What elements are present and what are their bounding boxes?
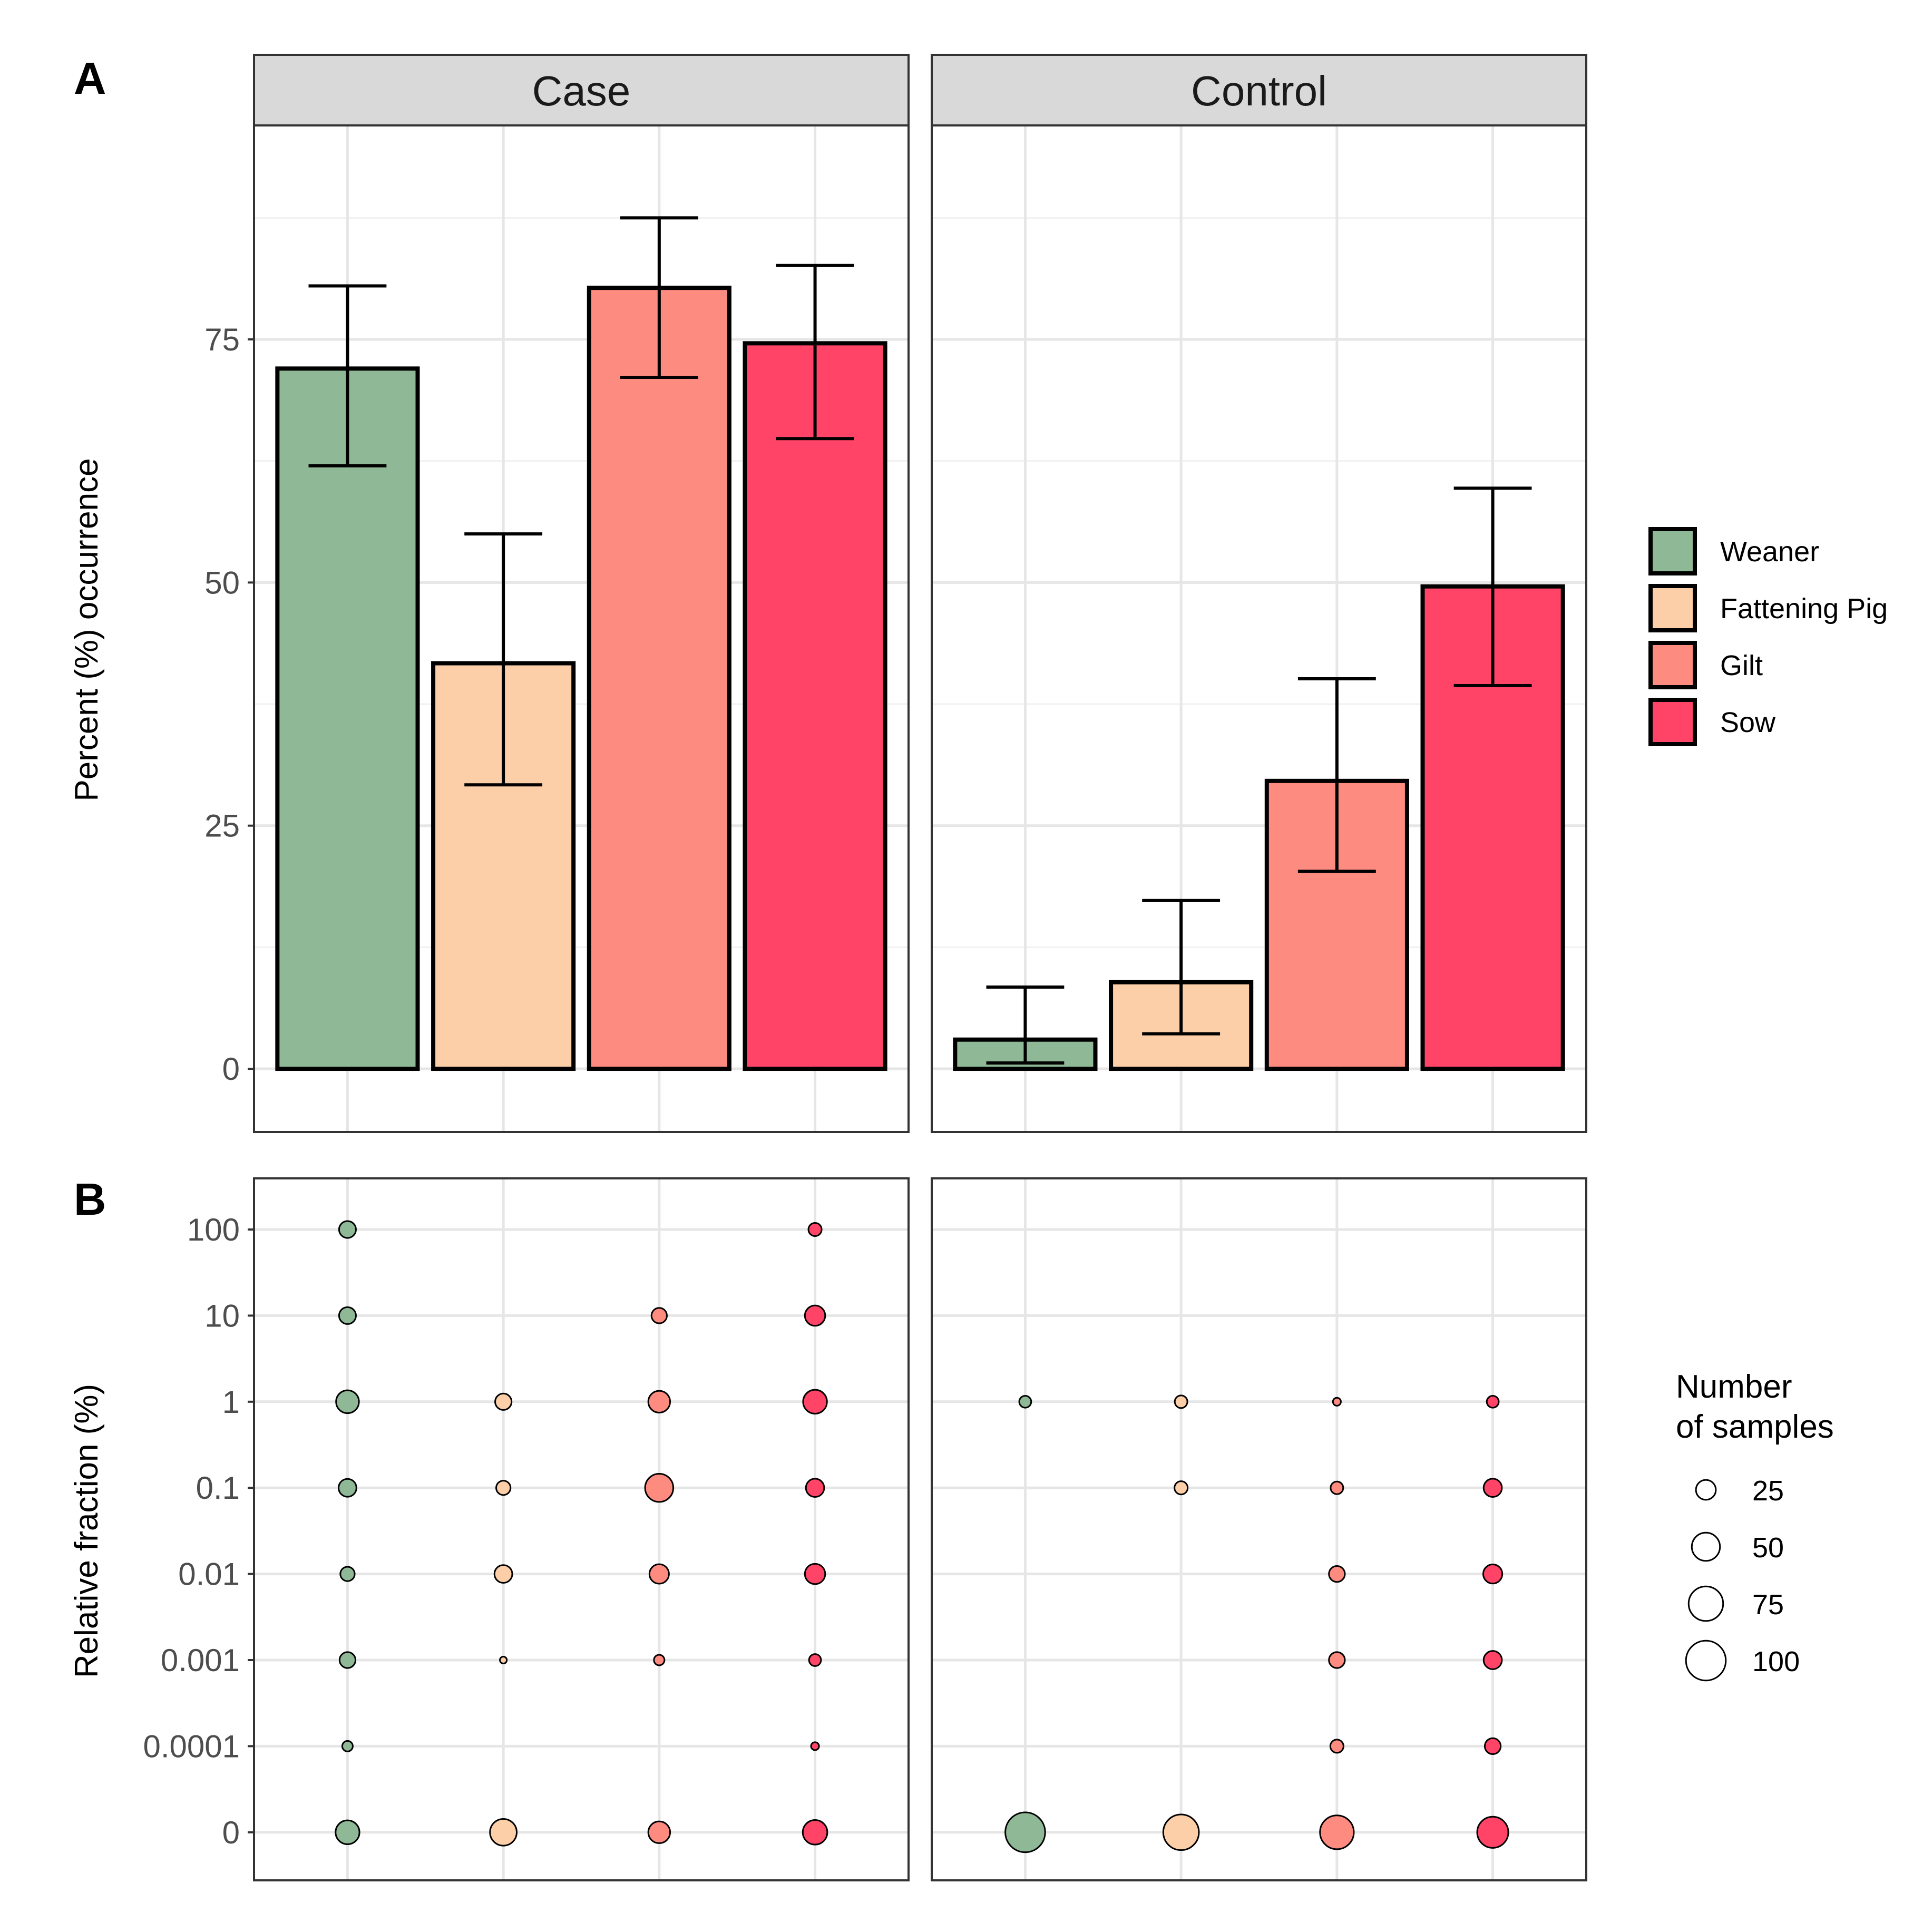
point-fattening-pig xyxy=(1162,1813,1200,1851)
size-legend-label: 50 xyxy=(1752,1532,1784,1564)
point-gilt xyxy=(644,1472,675,1503)
point-gilt xyxy=(647,1390,671,1414)
size-legend: 25 50 75 100 xyxy=(1685,1475,1800,1682)
point-sow xyxy=(1482,1478,1503,1498)
size-legend-key xyxy=(1685,1640,1727,1682)
point-weaner xyxy=(341,1740,354,1752)
panel-b-y-axis-title: Relative fraction (%) xyxy=(69,1384,105,1678)
y-tick-label: 1 xyxy=(222,1384,240,1420)
strip-control xyxy=(931,54,1587,126)
y-tick-label: 10 xyxy=(204,1298,240,1333)
legend-label: Weaner xyxy=(1720,536,1819,568)
panel-a-case-border xyxy=(253,124,910,1133)
size-legend-key xyxy=(1695,1479,1717,1501)
point-gilt xyxy=(1329,1739,1344,1754)
point-weaner xyxy=(1018,1394,1032,1409)
legend-key-gilt xyxy=(1648,641,1697,689)
point-gilt xyxy=(650,1307,668,1324)
panel-b-control-border xyxy=(931,1177,1587,1881)
legend-key-fattening-pig xyxy=(1648,584,1697,632)
point-gilt xyxy=(1328,1565,1346,1583)
legend-label: Gilt xyxy=(1720,650,1763,681)
point-fattening-pig xyxy=(499,1655,508,1665)
legend-label: Sow xyxy=(1720,707,1776,738)
size-legend-key xyxy=(1691,1531,1721,1562)
bar-weaner xyxy=(275,366,420,1071)
point-weaner xyxy=(339,1566,356,1582)
fill-legend: Weaner Fattening Pig Gilt Sow xyxy=(1648,527,1888,746)
point-weaner xyxy=(1004,1811,1046,1853)
bar-gilt xyxy=(587,286,731,1071)
point-sow xyxy=(804,1563,826,1585)
point-sow xyxy=(805,1478,825,1498)
size-legend-title-line1: Number xyxy=(1676,1369,1792,1405)
point-fattening-pig xyxy=(1174,1480,1189,1496)
point-sow xyxy=(804,1304,826,1327)
point-weaner xyxy=(338,1478,357,1498)
size-legend-label: 100 xyxy=(1752,1646,1800,1677)
point-sow xyxy=(1483,1737,1502,1755)
panel-b-background xyxy=(254,1178,909,1880)
panel-b-case-border xyxy=(253,1177,910,1881)
panel-a-label: A xyxy=(74,54,106,104)
legend-key-sow xyxy=(1648,698,1697,746)
panel-b: B Relative fraction (%) 100 10 1 0.1 0.01 0.0… xyxy=(69,1175,1834,1881)
point-fattening-pig xyxy=(493,1564,513,1584)
y-tick-label: 50 xyxy=(204,565,240,600)
point-weaner xyxy=(338,1651,357,1669)
y-tick-label: 0 xyxy=(222,1051,240,1087)
size-legend-key xyxy=(1687,1585,1724,1622)
point-sow xyxy=(1482,1563,1504,1585)
point-gilt xyxy=(653,1654,666,1666)
point-sow xyxy=(1486,1394,1500,1409)
y-tick-label: 0.1 xyxy=(196,1470,240,1506)
point-sow xyxy=(807,1222,823,1237)
size-legend-label: 25 xyxy=(1752,1475,1784,1507)
strip-control-label: Control xyxy=(1191,67,1327,114)
point-fattening-pig xyxy=(495,1480,512,1496)
strip-case-label: Case xyxy=(532,67,631,114)
point-sow xyxy=(802,1819,828,1846)
y-tick-label: 0.01 xyxy=(178,1557,240,1592)
point-weaner xyxy=(335,1819,360,1845)
point-gilt xyxy=(1330,1480,1344,1495)
strip-case xyxy=(253,54,910,126)
point-sow xyxy=(802,1389,828,1414)
point-gilt xyxy=(648,1563,670,1585)
legend-key-weaner xyxy=(1648,527,1697,575)
panel-a-control-border xyxy=(931,124,1587,1133)
y-tick-label: 0 xyxy=(222,1815,240,1850)
panel-a: A Percent (%) occurrence 0 25 50 75 Case Co… xyxy=(69,54,1888,1133)
point-gilt xyxy=(1332,1397,1342,1407)
y-tick-label: 25 xyxy=(204,808,240,844)
point-gilt xyxy=(647,1820,671,1845)
point-weaner xyxy=(338,1306,357,1325)
y-tick-label: 0.001 xyxy=(161,1643,240,1678)
point-gilt xyxy=(1319,1814,1355,1850)
point-sow xyxy=(1482,1650,1503,1670)
point-weaner xyxy=(335,1389,360,1414)
y-tick-label: 100 xyxy=(187,1212,240,1247)
point-fattening-pig xyxy=(1174,1394,1188,1409)
size-legend-title-line2: of samples xyxy=(1676,1409,1834,1445)
point-sow xyxy=(808,1653,822,1667)
panel-b-background xyxy=(932,1178,1586,1880)
y-tick-label: 75 xyxy=(204,322,240,357)
point-weaner xyxy=(338,1220,357,1239)
size-legend-label: 75 xyxy=(1752,1589,1784,1621)
bar-sow xyxy=(743,341,887,1071)
point-fattening-pig xyxy=(489,1818,518,1847)
point-sow xyxy=(1476,1816,1509,1849)
point-fattening-pig xyxy=(494,1392,513,1411)
point-gilt xyxy=(1328,1651,1346,1669)
legend-label: Fattening Pig xyxy=(1720,593,1888,625)
panel-b-label: B xyxy=(74,1175,106,1225)
y-tick-label: 0.0001 xyxy=(143,1729,240,1764)
panel-a-y-axis-title: Percent (%) occurrence xyxy=(69,458,105,801)
point-sow xyxy=(810,1741,820,1751)
